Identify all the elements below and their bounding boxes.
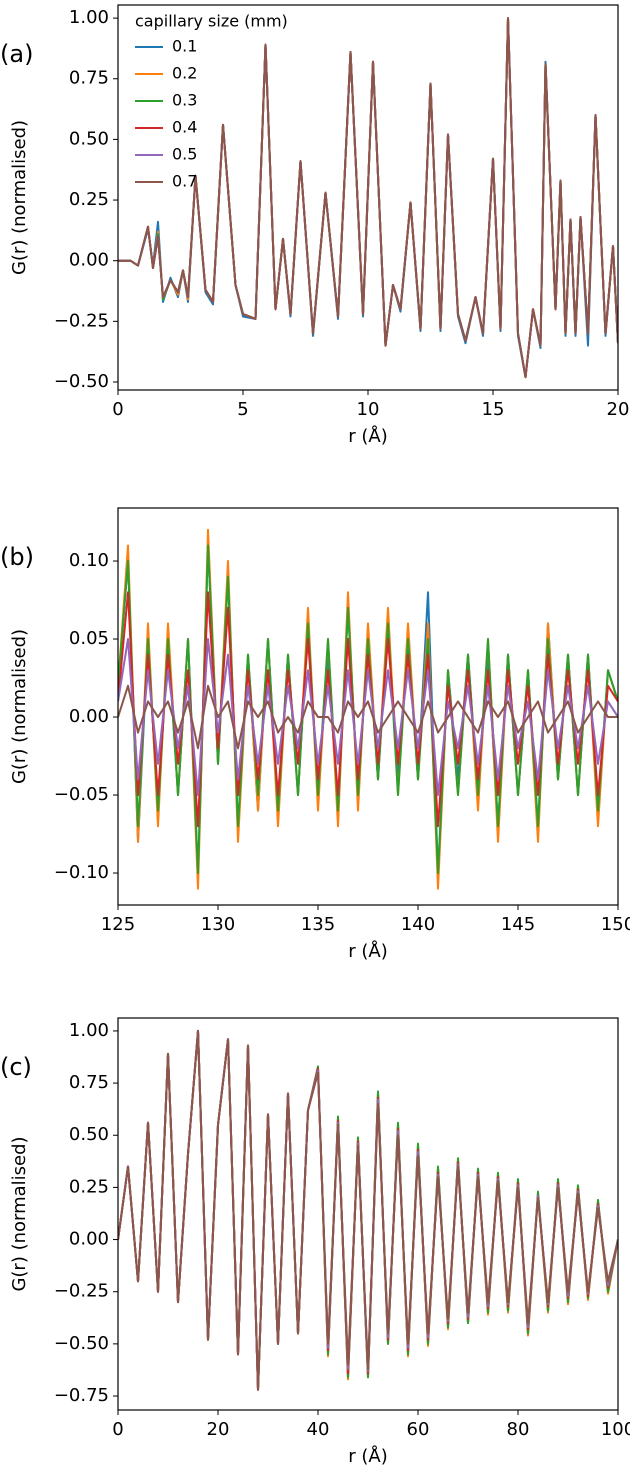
x-tick-label: 60 <box>407 1419 430 1440</box>
x-tick-label: 130 <box>201 914 235 935</box>
data-line <box>118 684 618 750</box>
y-tick-label: 0.75 <box>69 1072 109 1093</box>
x-axis-label: r (Å) <box>348 425 387 447</box>
x-tick-label: 100 <box>601 1419 630 1440</box>
x-tick-label: 135 <box>301 914 335 935</box>
data-line <box>118 544 618 875</box>
legend-label: 0.2 <box>172 64 197 83</box>
panel-label: (c) <box>0 1053 32 1081</box>
x-tick-label: 0 <box>112 1419 123 1440</box>
legend-label: 0.7 <box>172 172 197 191</box>
x-tick-label: 15 <box>482 399 505 420</box>
y-tick-label: −0.75 <box>54 1385 109 1406</box>
y-tick-label: 0.00 <box>69 250 109 271</box>
legend-label: 0.3 <box>172 91 197 110</box>
panel-label: (a) <box>0 40 33 68</box>
x-tick-label: 140 <box>401 914 435 935</box>
x-tick-label: 20 <box>207 1419 230 1440</box>
x-tick-label: 5 <box>237 399 248 420</box>
x-axis-label: r (Å) <box>348 1445 387 1467</box>
y-tick-label: 0.50 <box>69 128 109 149</box>
plot-frame <box>117 1017 619 1411</box>
y-tick-label: −0.25 <box>54 310 109 331</box>
y-tick-label: 0.25 <box>69 1176 109 1197</box>
y-axis-label: G(r) (normalised) <box>9 120 30 275</box>
y-axis-label: G(r) (normalised) <box>9 1136 30 1291</box>
y-tick-label: 0.10 <box>69 550 109 571</box>
plot-frame <box>117 507 619 906</box>
y-axis-label: G(r) (normalised) <box>9 629 30 784</box>
data-line <box>118 17 618 379</box>
y-tick-label: 1.00 <box>69 7 109 28</box>
y-tick-label: 1.00 <box>69 1020 109 1041</box>
y-tick-label: −0.50 <box>54 371 109 392</box>
y-tick-label: −0.25 <box>54 1281 109 1302</box>
y-tick-label: 0.05 <box>69 628 109 649</box>
y-tick-label: 0.50 <box>69 1124 109 1145</box>
x-tick-label: 125 <box>101 914 135 935</box>
x-tick-label: 10 <box>357 399 380 420</box>
legend-label: 0.5 <box>172 145 197 164</box>
x-tick-label: 20 <box>607 399 630 420</box>
data-line <box>118 638 618 797</box>
x-tick-label: 150 <box>601 914 630 935</box>
y-tick-label: 0.75 <box>69 68 109 89</box>
x-tick-label: 80 <box>507 1419 530 1440</box>
y-tick-label: −0.10 <box>54 862 109 883</box>
x-tick-label: 0 <box>112 399 123 420</box>
y-tick-label: 0.00 <box>69 1229 109 1250</box>
plot-frame <box>117 4 619 391</box>
y-tick-label: −0.05 <box>54 784 109 805</box>
y-tick-label: −0.50 <box>54 1333 109 1354</box>
panel-label: (b) <box>0 543 34 571</box>
x-tick-label: 145 <box>501 914 535 935</box>
data-line <box>118 1029 618 1391</box>
x-axis-label: r (Å) <box>348 940 387 962</box>
x-tick-label: 40 <box>307 1419 330 1440</box>
legend-title: capillary size (mm) <box>135 12 288 31</box>
legend-label: 0.1 <box>172 37 197 56</box>
legend-label: 0.4 <box>172 118 197 137</box>
y-tick-label: 0.00 <box>69 706 109 727</box>
y-tick-label: 0.25 <box>69 189 109 210</box>
